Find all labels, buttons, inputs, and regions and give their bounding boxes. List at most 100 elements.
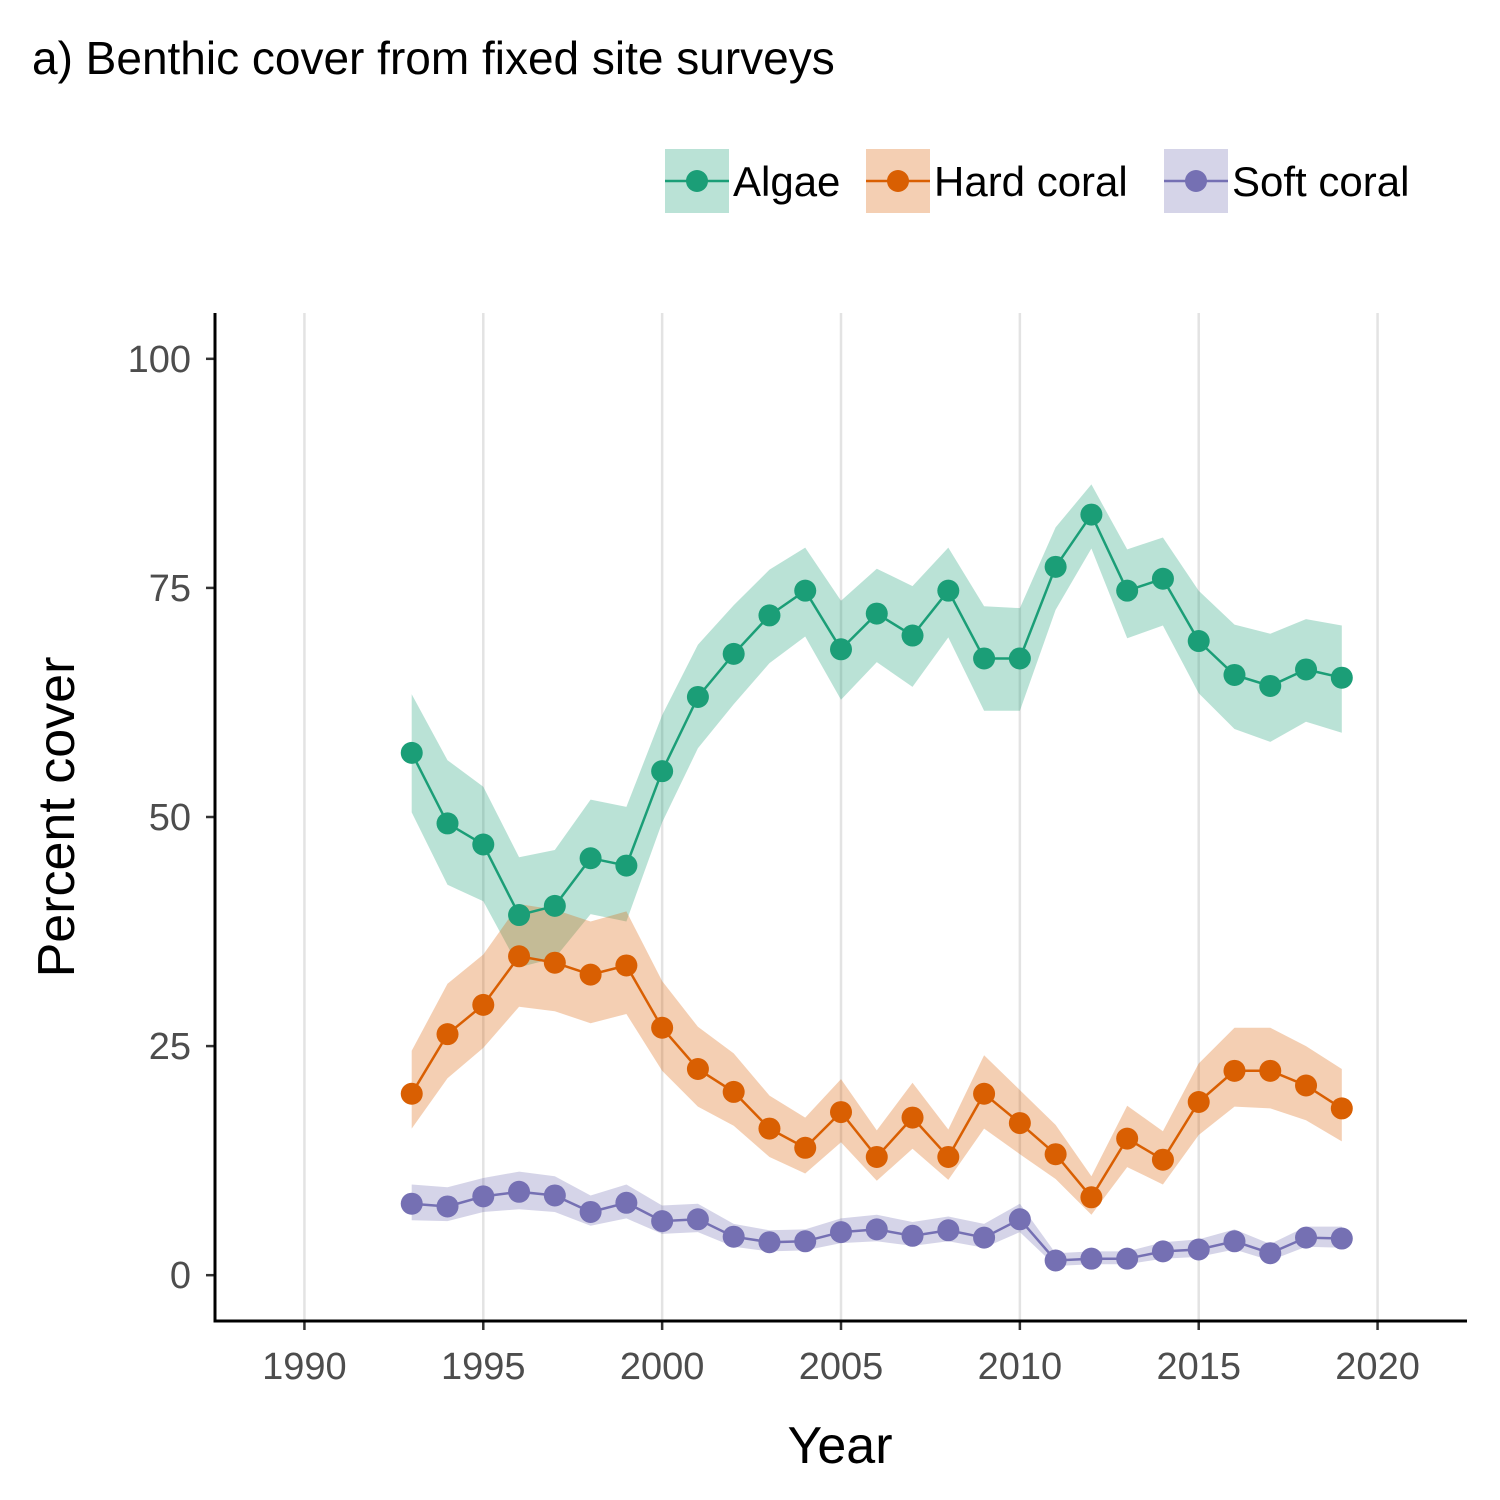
y-tick-label-50: 50 [149,797,191,839]
algae-point-2000 [651,760,674,783]
soft-coral-point-2001 [686,1208,709,1231]
algae-point-2018 [1295,658,1318,681]
algae-point-2005 [830,638,852,661]
hard-coral-point-2009 [973,1082,996,1105]
algae-point-1998 [579,847,602,870]
algae-point-1995 [472,833,495,856]
algae-point-2015 [1187,630,1210,653]
soft-coral-point-1995 [472,1185,495,1208]
algae-point-1996 [508,904,531,927]
x-tick-label-1995: 1995 [441,1346,526,1388]
soft-coral-point-2006 [865,1218,888,1241]
hard-coral-point-2005 [830,1101,852,1124]
algae-point-2006 [865,602,888,625]
y-tick-label-0: 0 [170,1255,191,1297]
soft-coral-point-2018 [1295,1226,1318,1249]
algae-point-2004 [794,579,817,602]
y-tick-label-75: 75 [149,568,191,610]
legend-key-point-hard-coral [887,170,909,192]
axes: 1990 1995 2000 2005 2010 2015 2020 0 25 50 75 100 [128,313,1467,1388]
hard-coral-point-2015 [1187,1090,1210,1113]
soft-coral-point-2015 [1187,1238,1210,1261]
soft-coral-point-1998 [579,1200,602,1223]
series-points [400,503,1353,1272]
hard-coral-point-2019 [1330,1097,1353,1120]
soft-coral-point-2003 [758,1231,781,1254]
soft-coral-point-2016 [1223,1230,1246,1253]
soft-coral-point-2005 [830,1221,852,1244]
hard-coral-point-2000 [651,1016,674,1039]
algae-point-1994 [436,812,459,835]
algae-point-2009 [973,647,996,670]
soft-coral-point-2019 [1330,1227,1353,1250]
soft-coral-point-2012 [1080,1247,1103,1270]
soft-coral-point-2017 [1259,1242,1282,1265]
algae-point-2003 [758,604,781,627]
soft-coral-point-2011 [1044,1249,1067,1272]
grid-lines [303,313,1379,1321]
hard-coral-point-2013 [1116,1127,1139,1150]
algae-point-2019 [1330,666,1353,689]
hard-coral-point-2010 [1008,1112,1031,1135]
algae-point-2014 [1151,567,1174,590]
legend-label-algae: Algae [733,158,840,205]
x-tick-label-2005: 2005 [799,1346,884,1388]
hard-coral-ci-ribbon [411,904,1342,1215]
algae-point-2001 [686,685,709,708]
hard-coral-point-2014 [1151,1148,1174,1171]
soft-coral-point-2009 [973,1226,996,1249]
hard-coral-point-2007 [901,1106,924,1129]
soft-coral-point-2010 [1008,1208,1031,1231]
algae-point-1999 [615,854,638,877]
legend-key-point-algae [686,170,708,192]
x-tick-label-2000: 2000 [620,1346,705,1388]
x-tick-label-2020: 2020 [1335,1346,1420,1388]
soft-coral-point-1996 [508,1180,531,1203]
algae-point-2012 [1080,503,1103,526]
x-tick-label-1990: 1990 [262,1346,347,1388]
algae-point-2002 [722,642,745,665]
soft-coral-point-2004 [794,1230,817,1253]
x-tick-label-2015: 2015 [1156,1346,1241,1388]
hard-coral-point-1997 [543,951,566,974]
x-axis-title: Year [787,1417,892,1475]
algae-point-2011 [1044,555,1067,578]
y-tick-label-100: 100 [128,339,191,381]
algae-point-2010 [1008,647,1031,670]
algae-point-2008 [937,579,960,602]
legend: Algae Hard coral Soft coral [665,149,1409,213]
algae-point-1997 [543,894,566,917]
soft-coral-point-2013 [1116,1247,1139,1270]
legend-key-point-soft-coral [1185,170,1207,192]
hard-coral-point-1999 [615,954,638,977]
soft-coral-point-2007 [901,1224,924,1247]
hard-coral-point-2016 [1223,1059,1246,1082]
x-tick-label-2010: 2010 [978,1346,1063,1388]
algae-point-2016 [1223,663,1246,686]
hard-coral-point-1993 [400,1082,423,1105]
soft-coral-point-1997 [543,1184,566,1207]
soft-coral-point-2008 [937,1219,960,1242]
soft-coral-point-1993 [400,1192,423,1215]
hard-coral-point-2004 [794,1136,817,1159]
hard-coral-point-2003 [758,1117,781,1140]
hard-coral-point-2012 [1080,1186,1103,1209]
hard-coral-point-1998 [579,963,602,986]
hard-coral-point-1996 [508,945,531,968]
hard-coral-point-2017 [1259,1059,1282,1082]
hard-coral-point-2011 [1044,1143,1067,1166]
hard-coral-point-2018 [1295,1074,1318,1097]
algae-point-1993 [400,741,423,764]
y-axis-title: Percent cover [28,657,86,978]
hard-coral-point-1994 [436,1023,459,1046]
hard-coral-point-2006 [865,1145,888,1168]
hard-coral-point-2002 [722,1080,745,1103]
soft-coral-point-1994 [436,1195,459,1218]
legend-label-soft-coral: Soft coral [1232,158,1409,205]
soft-coral-point-1999 [615,1191,638,1214]
hard-coral-point-1995 [472,993,495,1016]
y-tick-label-25: 25 [149,1026,191,1068]
algae-point-2007 [901,624,924,647]
soft-coral-point-2000 [651,1210,674,1233]
